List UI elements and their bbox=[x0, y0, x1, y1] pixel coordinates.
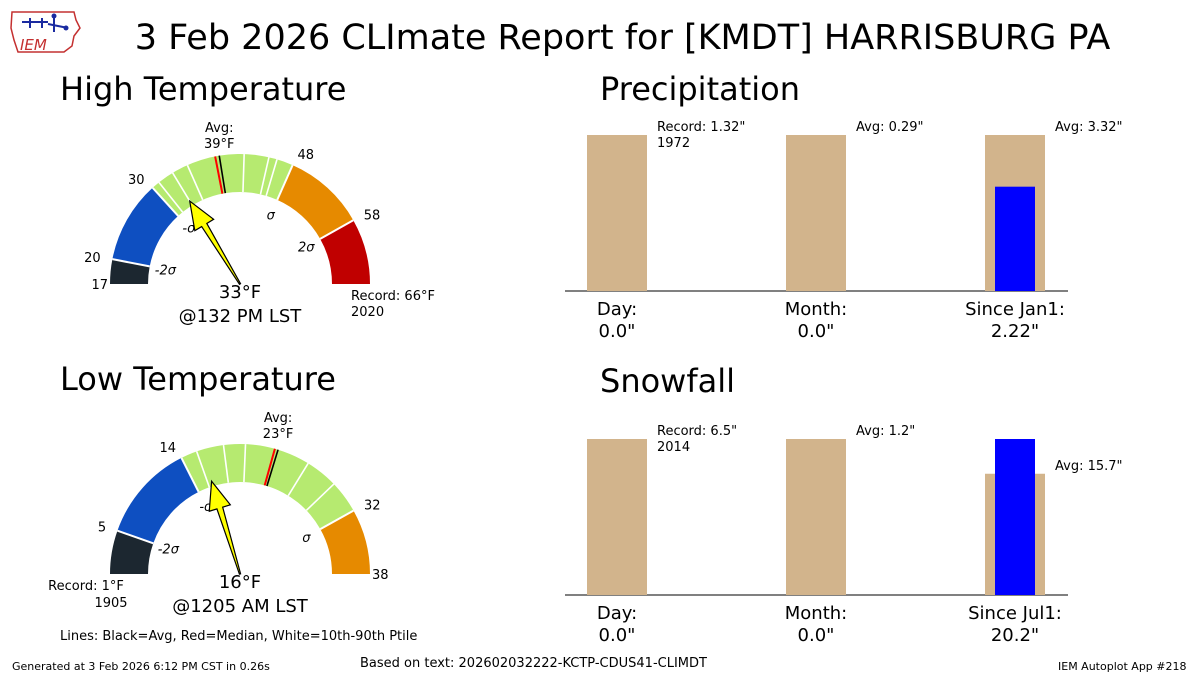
snow-title: Snowfall bbox=[600, 362, 735, 400]
high-tick-label: 17 bbox=[91, 278, 108, 293]
high-gauge-band-3 bbox=[277, 165, 354, 239]
high-gauge-band-2 bbox=[152, 154, 293, 216]
low-record-label: Record: 1°F bbox=[48, 579, 124, 594]
low-tick-label: 5 bbox=[98, 521, 106, 536]
high-gauge-separator-3 bbox=[276, 164, 294, 201]
low-temp-title: Low Temperature bbox=[60, 360, 336, 398]
snow-bar-annotation: Record: 6.5" 2014 bbox=[657, 424, 737, 455]
high-observed-value: 33°F bbox=[219, 282, 261, 303]
page-title: 3 Feb 2026 CLImate Report for [KMDT] HAR… bbox=[134, 18, 1111, 58]
iem-logo: IEM bbox=[10, 11, 81, 54]
low-observed-time: @1205 AM LST bbox=[172, 596, 309, 617]
precip-bar-annotation: Record: 1.32" 1972 bbox=[657, 120, 745, 151]
high-observed-time: @132 PM LST bbox=[179, 306, 303, 327]
high-ptile-line-2 bbox=[186, 164, 204, 201]
high-tick-label: 58 bbox=[364, 208, 381, 223]
precip-avg-bar bbox=[587, 135, 647, 291]
precip-bar-annotation: Avg: 3.32" bbox=[1055, 120, 1123, 135]
high-sigma-label: -2σ bbox=[155, 263, 177, 278]
high-sigma-label: 2σ bbox=[298, 241, 315, 256]
precip-avg-bar bbox=[786, 135, 846, 291]
high-gauge-separator-4 bbox=[319, 219, 354, 240]
footer-source: Based on text: 202602032222-KCTP-CDUS41-… bbox=[360, 656, 707, 671]
footer-generated: Generated at 3 Feb 2026 6:12 PM CST in 0… bbox=[12, 660, 270, 673]
high-sigma-label: σ bbox=[267, 209, 276, 224]
precip-category-label: Month: 0.0" bbox=[785, 299, 847, 342]
low-ptile-line-3 bbox=[287, 462, 309, 497]
low-gauge-band-0 bbox=[110, 530, 154, 574]
low-gauge-band-1 bbox=[117, 457, 199, 544]
low-observed-value: 16°F bbox=[219, 572, 261, 593]
low-avg-label: Avg: 23°F bbox=[263, 411, 294, 442]
high-ptile-line-4 bbox=[259, 157, 270, 195]
high-tick-label: 48 bbox=[297, 148, 314, 163]
snow-bar-annotation: Avg: 1.2" bbox=[856, 424, 915, 439]
high-sigma-label: -σ bbox=[182, 222, 196, 237]
high-gauge-band-1 bbox=[112, 187, 179, 267]
iem-logo-text: IEM bbox=[20, 36, 47, 54]
low-sigma-label: -2σ bbox=[158, 543, 180, 558]
snow-category-label: Day: 0.0" bbox=[597, 603, 637, 646]
low-avg-line bbox=[266, 449, 279, 487]
high-ptile-line-0 bbox=[158, 181, 184, 213]
high-record-label: Record: 66°F 2020 bbox=[351, 289, 435, 320]
line-legend: Lines: Black=Avg, Red=Median, White=10th… bbox=[60, 629, 418, 644]
precip-title: Precipitation bbox=[600, 70, 801, 108]
low-ptile-line-4 bbox=[305, 483, 335, 511]
low-gauge-separator-3 bbox=[319, 509, 354, 531]
low-ptile-line-2 bbox=[243, 444, 247, 483]
low-gauge-separator-1 bbox=[117, 529, 154, 545]
high-tick-label: 30 bbox=[128, 173, 145, 188]
low-gauge-separator-2 bbox=[180, 457, 200, 493]
low-tick-label: 38 bbox=[372, 568, 389, 583]
low-pointer-arrow bbox=[208, 479, 242, 575]
high-median-line bbox=[214, 156, 224, 194]
precip-observed-bar bbox=[995, 186, 1035, 291]
high-avg-label: Avg: 39°F bbox=[204, 121, 235, 152]
snow-category-label: Since Jul1: 20.2" bbox=[968, 603, 1062, 646]
low-tick-label: 32 bbox=[364, 499, 381, 514]
high-ptile-line-3 bbox=[242, 154, 245, 193]
low-tick-label: 14 bbox=[160, 441, 177, 456]
high-gauge-band-4 bbox=[320, 220, 370, 284]
snow-avg-bar bbox=[786, 439, 846, 595]
snow-category-label: Month: 0.0" bbox=[785, 603, 847, 646]
high-gauge-separator-1 bbox=[112, 258, 150, 268]
footer-app: IEM Autoplot App #218 bbox=[1058, 660, 1187, 673]
low-median-line bbox=[263, 448, 276, 486]
precip-bar-annotation: Avg: 0.29" bbox=[856, 120, 924, 135]
low-gauge-band-2 bbox=[181, 444, 354, 530]
precip-category-label: Day: 0.0" bbox=[597, 299, 637, 342]
high-tick-label: 20 bbox=[84, 251, 101, 266]
high-ptile-line-5 bbox=[265, 159, 278, 197]
snow-avg-bar bbox=[587, 439, 647, 595]
snow-observed-bar bbox=[995, 439, 1035, 595]
high-avg-line bbox=[218, 155, 227, 194]
low-sigma-label: σ bbox=[302, 531, 311, 546]
high-gauge-separator-2 bbox=[151, 187, 179, 217]
high-temp-title: High Temperature bbox=[60, 70, 347, 108]
low-gauge-band-3 bbox=[320, 510, 370, 574]
low-ptile-line-1 bbox=[222, 444, 230, 483]
high-pointer-arrow bbox=[188, 199, 242, 286]
snow-bar-annotation: Avg: 15.7" bbox=[1055, 459, 1123, 474]
low-record-year: 1905 bbox=[94, 596, 127, 611]
precip-category-label: Since Jan1: 2.22" bbox=[965, 299, 1065, 342]
low-ptile-line-0 bbox=[195, 451, 211, 488]
